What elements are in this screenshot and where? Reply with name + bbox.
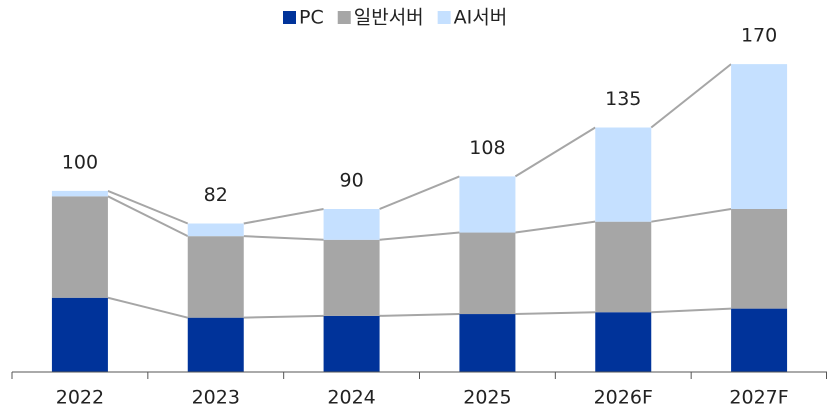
connector: [651, 208, 732, 223]
bar-segment: [51, 297, 108, 372]
total-label: 170: [741, 25, 777, 47]
total-label: 108: [469, 137, 505, 159]
legend-label: 일반서버: [354, 7, 424, 29]
connector: [107, 195, 189, 238]
legend-swatch: [337, 11, 351, 24]
bar-segment: [187, 236, 244, 318]
x-tick-label: 2022: [56, 387, 104, 409]
connector: [379, 313, 460, 317]
connector: [651, 307, 732, 314]
bar-segment: [187, 317, 244, 372]
bar-segment: [323, 315, 380, 372]
connector: [650, 63, 732, 129]
x-tick-label: 2027F: [729, 387, 788, 409]
bar-segment: [459, 176, 516, 233]
connector: [379, 231, 460, 241]
bar-segment: [731, 308, 788, 372]
bar-segment: [187, 223, 244, 237]
x-tick-label: 2026F: [594, 387, 653, 409]
total-label: 82: [204, 184, 228, 206]
total-label: 100: [62, 151, 98, 173]
total-label: 90: [339, 170, 363, 192]
total-label: 135: [605, 88, 641, 110]
x-tick-label: 2024: [327, 387, 375, 409]
bar-segment: [595, 312, 652, 372]
legend-label: PC: [299, 7, 324, 29]
connector: [243, 235, 324, 241]
x-tick-label: 2023: [192, 387, 240, 409]
legend-swatch: [283, 11, 296, 24]
x-tick-label: 2025: [463, 387, 511, 409]
connector: [107, 296, 188, 319]
connector: [514, 126, 596, 178]
connector: [107, 189, 189, 225]
bar-segment: [323, 239, 380, 316]
connector: [379, 175, 460, 210]
bar-segment: [595, 221, 652, 313]
bar-segment: [51, 196, 108, 298]
connector: [243, 314, 324, 319]
connector: [515, 311, 596, 316]
bar-segment: [459, 232, 516, 315]
bar-segment: [459, 314, 516, 372]
legend-label: AI서버: [454, 7, 508, 29]
bar-segment: [595, 127, 652, 222]
bar-segment: [731, 64, 788, 209]
bar-segment: [51, 190, 108, 197]
bar-segment: [323, 209, 380, 240]
bar-segment: [731, 209, 788, 309]
connector: [515, 220, 596, 234]
legend-swatch: [437, 11, 451, 24]
connector: [243, 208, 324, 225]
